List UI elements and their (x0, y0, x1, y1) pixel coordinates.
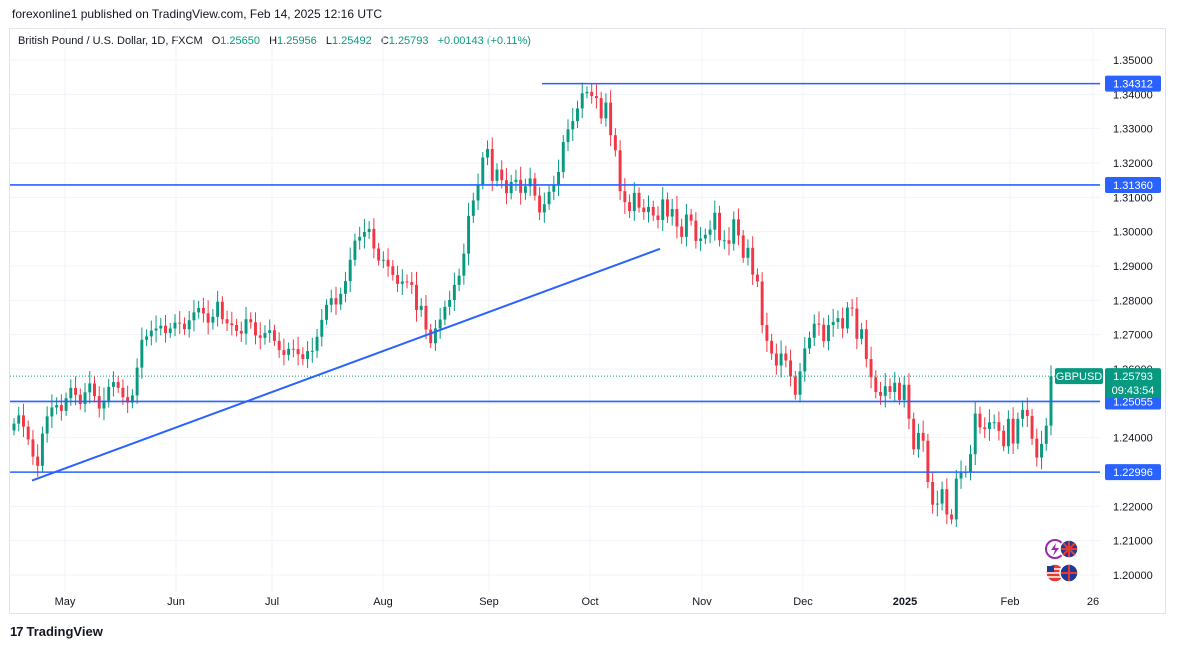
high-label: H (269, 35, 278, 47)
footer-brand: 17 TradingView (10, 624, 103, 639)
open-label: O (211, 35, 221, 47)
chart-frame[interactable] (9, 28, 1166, 614)
open-value: 1.25650 (220, 35, 261, 47)
low-label: L (325, 35, 332, 47)
tradingview-logo-icon: 17 (10, 624, 24, 639)
symbol-name: British Pound / U.S. Dollar, 1D, FXCM (18, 35, 203, 47)
symbol-legend: British Pound / U.S. Dollar, 1D, FXCM O1… (18, 35, 531, 47)
close-label: C (380, 35, 389, 47)
published-line: forexonline1 published on TradingView.co… (12, 7, 383, 21)
brand-name: TradingView (26, 624, 103, 639)
change-value: +0.00143 (+0.11%) (437, 35, 531, 47)
close-value: 1.25793 (388, 35, 429, 47)
high-value: 1.25956 (277, 35, 317, 47)
low-value: 1.25492 (331, 35, 372, 47)
